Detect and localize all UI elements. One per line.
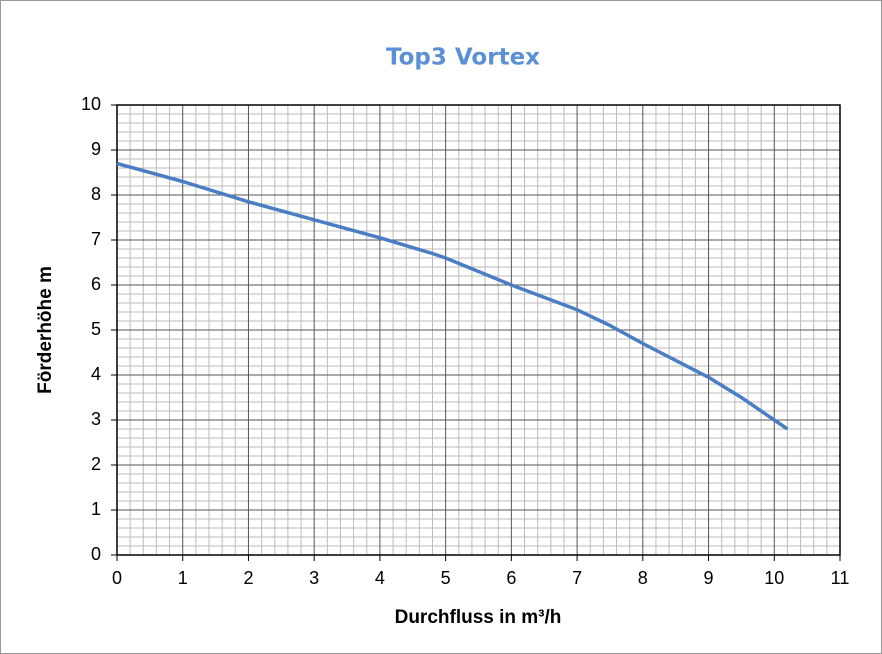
y-tick-label: 4 [91, 364, 101, 384]
x-tick-label: 6 [506, 568, 516, 588]
y-tick-label: 1 [91, 499, 101, 519]
x-tick-label: 4 [375, 568, 385, 588]
data-line [116, 161, 789, 431]
x-tick-label: 0 [112, 568, 122, 588]
y-tick-label: 5 [91, 319, 101, 339]
y-axis-label: Förderhöhe m [35, 266, 56, 394]
x-tick-label: 3 [309, 568, 319, 588]
plot-border [116, 104, 841, 556]
x-tick-label: 9 [704, 568, 714, 588]
y-tick-label: 10 [81, 94, 101, 114]
x-axis-label: Durchfluss in m³/h [395, 607, 562, 628]
y-tick-label: 9 [91, 139, 101, 159]
x-tick-label: 11 [831, 568, 850, 588]
grid: 0 1 2 3 4 5 6 7 8 9 10 11 0 1 2 3 4 5 6 7 8 9 10 [81, 94, 849, 588]
y-tick-label: 6 [91, 274, 101, 294]
y-tick-label: 8 [91, 184, 101, 204]
chart-title: Top3 Vortex [386, 45, 540, 71]
y-tick-label: 3 [91, 409, 101, 429]
x-tick-label: 1 [178, 568, 188, 588]
x-tick-label: 7 [572, 568, 582, 588]
x-tick-label: 8 [638, 568, 648, 588]
y-tick-label: 0 [91, 544, 101, 564]
x-tick-label: 5 [441, 568, 451, 588]
x-tick-label: 10 [764, 568, 784, 588]
y-tick-label: 7 [91, 229, 101, 249]
x-tick-label: 2 [243, 568, 253, 588]
y-tick-label: 2 [91, 454, 101, 474]
plot [116, 161, 789, 431]
